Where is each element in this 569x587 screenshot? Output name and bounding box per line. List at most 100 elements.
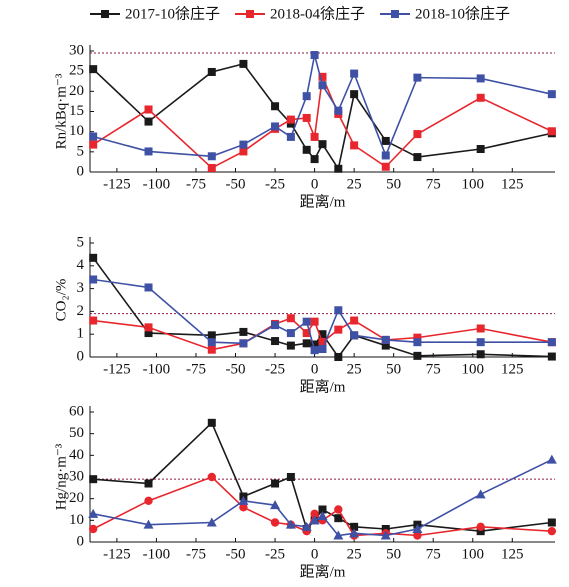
marker (89, 65, 98, 74)
marker (334, 353, 343, 361)
marker (318, 505, 327, 514)
y-tick-label: 2 (77, 303, 85, 319)
marker (89, 316, 98, 325)
marker (207, 331, 216, 340)
x-tick-label: -125 (103, 361, 131, 377)
legend-marker (391, 10, 399, 18)
marker (309, 515, 320, 525)
legend-marker (246, 10, 254, 18)
y-tick-label: 3 (77, 280, 85, 296)
x-tick-label: 0 (311, 361, 319, 377)
marker (547, 338, 556, 347)
marker (310, 317, 319, 326)
y-axis-label: Rn/kBq·m⁻³ (53, 73, 69, 149)
x-tick-label: -25 (265, 361, 285, 377)
marker (350, 331, 359, 340)
marker (239, 503, 248, 512)
x-tick-label: 125 (501, 361, 524, 377)
marker (302, 113, 311, 122)
marker (89, 253, 98, 262)
marker (238, 495, 249, 505)
marker (413, 130, 422, 139)
marker (413, 351, 422, 360)
x-tick-label: -100 (143, 546, 171, 562)
marker (302, 145, 311, 154)
legend-label: 2018-10徐庄子 (415, 4, 510, 22)
marker (144, 117, 153, 126)
marker (476, 350, 485, 359)
marker (88, 524, 98, 534)
marker (476, 145, 485, 154)
x-tick-label: 100 (462, 546, 485, 562)
marker (333, 530, 344, 540)
x-tick-label: -125 (103, 176, 131, 192)
marker (318, 338, 327, 347)
marker (286, 115, 295, 124)
marker (271, 102, 280, 111)
marker (349, 528, 360, 538)
x-tick-label: -25 (265, 546, 285, 562)
x-tick-label: 50 (386, 361, 401, 377)
marker (88, 508, 99, 518)
marker (286, 329, 295, 338)
marker (547, 90, 556, 99)
marker (286, 132, 295, 141)
y-tick-label: 0 (77, 163, 85, 179)
marker (334, 106, 343, 115)
x-tick-label: 125 (501, 176, 524, 192)
marker (144, 147, 153, 156)
marker (310, 509, 319, 519)
marker (350, 90, 359, 99)
marker (547, 518, 556, 527)
marker (302, 329, 311, 338)
marker (381, 525, 390, 533)
marker (350, 69, 359, 78)
x-axis-label: 距离/m (300, 378, 346, 395)
x-tick-label: 100 (462, 361, 485, 377)
marker (271, 479, 280, 488)
marker (547, 526, 557, 536)
x-tick-label: 75 (426, 546, 441, 562)
legend-label: 2017-10徐庄子 (125, 4, 220, 22)
y-tick-label: 1 (77, 326, 85, 342)
marker (381, 151, 390, 160)
marker (381, 162, 390, 171)
x-tick-label: -75 (186, 361, 206, 377)
marker (317, 511, 328, 520)
marker (207, 345, 216, 354)
marker (310, 340, 319, 349)
marker (144, 496, 153, 506)
x-tick-label: -50 (226, 361, 246, 377)
marker (301, 521, 312, 531)
x-tick-label: 25 (347, 361, 362, 377)
marker (381, 335, 390, 344)
marker (89, 475, 98, 484)
marker (286, 314, 295, 323)
marker (207, 152, 216, 161)
marker (476, 338, 485, 347)
marker (476, 324, 485, 333)
marker (318, 330, 327, 339)
marker (318, 72, 327, 81)
x-tick-label: -125 (103, 546, 131, 562)
marker (239, 147, 248, 156)
marker (89, 140, 98, 149)
y-tick-label: 30 (69, 468, 84, 484)
marker (239, 59, 248, 68)
x-tick-label: -50 (226, 176, 246, 192)
y-tick-label: 0 (77, 348, 85, 364)
y-tick-label: 5 (77, 143, 85, 159)
marker (144, 323, 153, 332)
series-line (92, 73, 553, 169)
marker (413, 153, 422, 162)
y-tick-label: 30 (69, 42, 84, 58)
marker (207, 418, 216, 427)
y-tick-label: 10 (69, 512, 84, 528)
marker (271, 122, 280, 131)
marker (270, 518, 280, 527)
marker (350, 141, 359, 150)
x-tick-label: 100 (462, 176, 485, 192)
marker (310, 155, 319, 164)
marker (381, 136, 390, 145)
